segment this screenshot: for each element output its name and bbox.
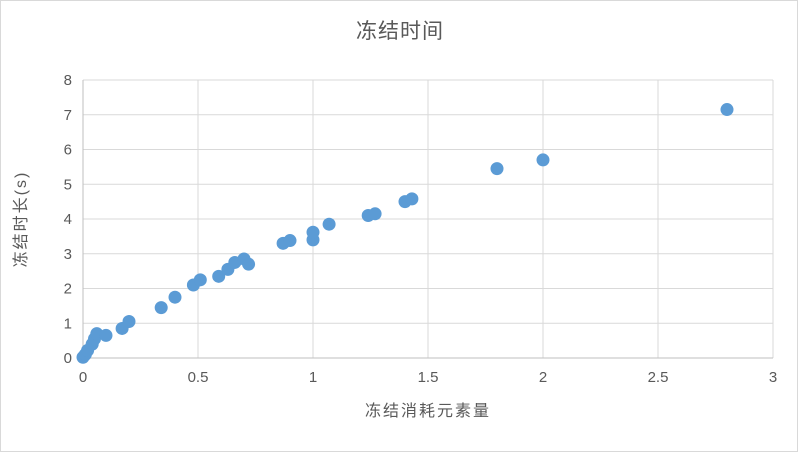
data-point: [122, 315, 136, 329]
chart-title: 冻结时间: [356, 20, 444, 43]
x-tick-label: 0: [79, 369, 87, 386]
data-point: [405, 192, 419, 206]
y-tick-label: 4: [64, 211, 72, 228]
y-tick-label: 3: [64, 246, 72, 263]
data-point: [306, 225, 320, 239]
data-point: [154, 301, 168, 315]
data-point: [99, 328, 113, 342]
x-tick-label: 2: [539, 369, 547, 386]
y-tick-label: 5: [64, 176, 72, 193]
data-point: [283, 234, 297, 248]
y-tick-label: 1: [64, 315, 72, 332]
data-point: [720, 103, 734, 117]
y-tick-label: 8: [64, 72, 72, 89]
x-tick-label: 0.5: [188, 369, 209, 386]
y-tick-label: 7: [64, 107, 72, 124]
y-tick-label: 6: [64, 142, 72, 159]
data-point: [212, 269, 226, 283]
x-axis-title: 冻结消耗元素量: [364, 403, 491, 420]
x-tick-label: 2.5: [648, 369, 669, 386]
data-point: [536, 153, 550, 167]
data-point: [368, 207, 382, 221]
data-point: [168, 290, 182, 304]
data-point: [242, 257, 256, 271]
x-tick-label: 1.5: [418, 369, 439, 386]
y-tick-label: 0: [64, 350, 72, 367]
data-point: [490, 162, 504, 176]
data-point: [193, 273, 207, 287]
x-tick-label: 3: [769, 369, 777, 386]
x-tick-label: 1: [309, 369, 317, 386]
y-tick-label: 2: [64, 281, 72, 298]
data-point: [322, 217, 336, 231]
